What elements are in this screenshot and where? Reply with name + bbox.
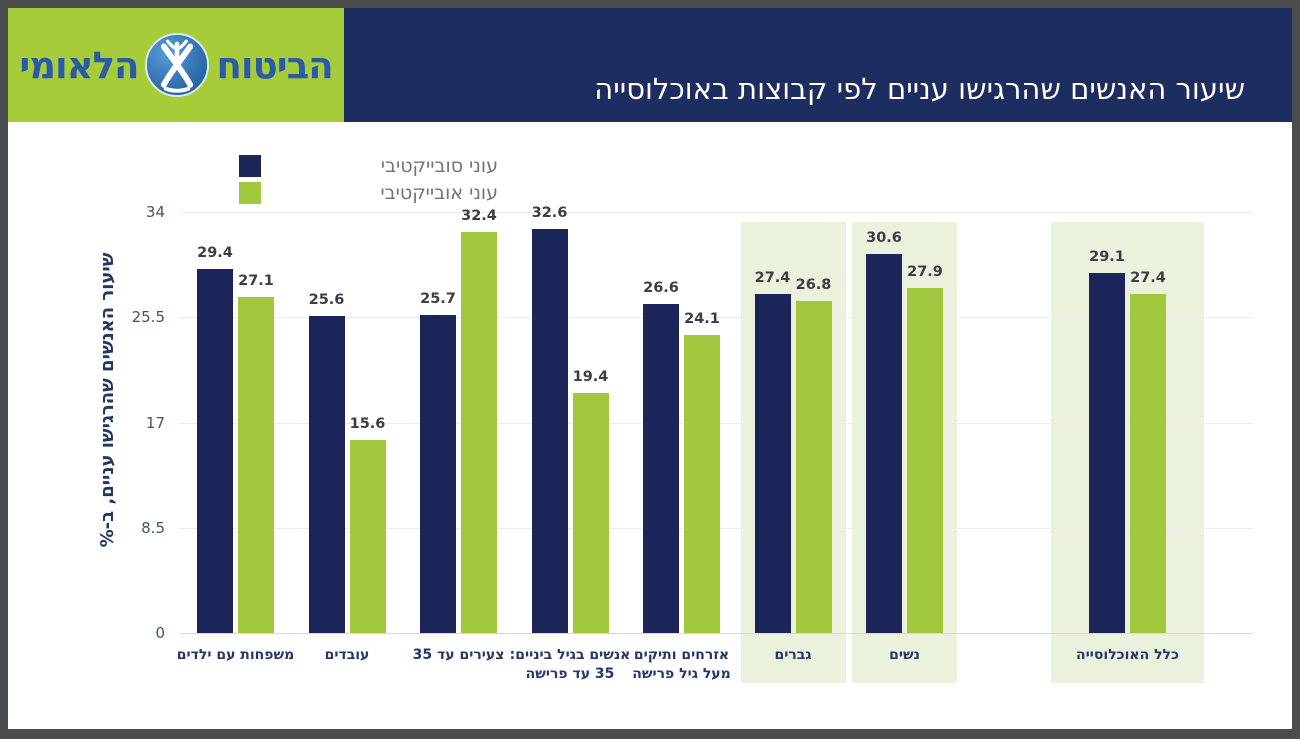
y-tick-label: 0 (155, 624, 165, 642)
bar-objective (795, 301, 832, 633)
x-axis-label: צעירים עד 35 (412, 647, 505, 663)
y-tick-label: 34 (145, 203, 165, 221)
bar-value-label: 29.4 (197, 244, 233, 261)
bar-objective (684, 334, 720, 633)
bar-objective (461, 231, 497, 633)
bar-value-label: 26.8 (795, 277, 832, 294)
bar-value-label: 24.1 (684, 310, 720, 327)
bar-value-label: 27.9 (907, 263, 943, 280)
bar-value-label: 30.6 (866, 230, 902, 247)
x-axis-label: משפחות עם ילדים (176, 647, 295, 663)
bar-value-label: 26.6 (643, 279, 679, 296)
x-axis-label: גברים (774, 647, 812, 663)
bar-objective (238, 297, 274, 633)
x-axis-label: עובדים (324, 647, 370, 663)
legend-swatch-navy (239, 155, 261, 177)
bar-value-label: 25.6 (308, 292, 345, 308)
y-tick-label: 8.5 (141, 518, 165, 537)
legend-swatch-green (239, 182, 261, 204)
bar-subjective (1089, 272, 1125, 633)
x-axis-label: אנשים בגיל ביניים: 35 עד פרישה (509, 647, 631, 682)
highlight-box (1051, 222, 1204, 683)
slide-page: הביטוח (8, 8, 1292, 729)
grid-line (180, 317, 1253, 319)
bar-subjective (420, 314, 456, 633)
bar-value-label: 27.4 (1130, 269, 1166, 286)
bar-value-label: 19.4 (572, 368, 609, 385)
x-axis-label: נשים (889, 647, 920, 663)
logo-box: הביטוח (8, 8, 344, 122)
grid-line (180, 212, 1253, 213)
bar-value-label: 27.1 (238, 273, 274, 290)
bar-subjective (531, 229, 568, 633)
bar-value-label: 25.7 (420, 290, 456, 307)
bar-subjective (197, 268, 233, 633)
bar-value-label: 27.4 (754, 269, 791, 286)
bar-objective (572, 392, 609, 633)
bar-objective (1130, 293, 1166, 633)
bar-subjective (754, 293, 791, 633)
bituach-leumi-emblem-icon (145, 32, 210, 98)
bar-chart: שיעור האנשים שהרגישו עניים, ב-% עוני סוב… (8, 8, 1292, 729)
page-title: שיעור האנשים שהרגישו עניים לפי קבוצות בא… (594, 72, 1245, 106)
bar-value-label: 29.1 (1089, 248, 1125, 265)
bar-value-label: 32.6 (531, 205, 568, 222)
bar-subjective (308, 316, 345, 633)
bituach-leumi-logo: הביטוח (19, 32, 334, 98)
legend-label: עוני אובייקטיבי (380, 182, 498, 204)
grid-line (180, 633, 1253, 634)
legend-label: עוני סובייקטיבי (380, 155, 498, 177)
bar-value-label: 32.4 (461, 207, 497, 224)
logo-word-right: הביטוח (216, 43, 333, 87)
logo-word-left: הלאומי (19, 43, 139, 87)
y-axis-title: שיעור האנשים שהרגישו עניים, ב-% (97, 252, 118, 548)
y-tick-label: 25.5 (131, 308, 165, 327)
x-axis-label: אזרחים ותיקים מעל גיל פרישה (632, 647, 731, 682)
bar-subjective (866, 254, 902, 633)
bar-objective (349, 439, 386, 633)
header-bar: שיעור האנשים שהרגישו עניים לפי קבוצות בא… (344, 8, 1292, 122)
bar-value-label: 15.6 (349, 415, 386, 432)
bar-subjective (643, 303, 679, 633)
y-tick-label: 17 (145, 413, 165, 432)
bar-objective (907, 287, 943, 633)
x-axis-label: כלל האוכלוסייה (1076, 647, 1179, 663)
